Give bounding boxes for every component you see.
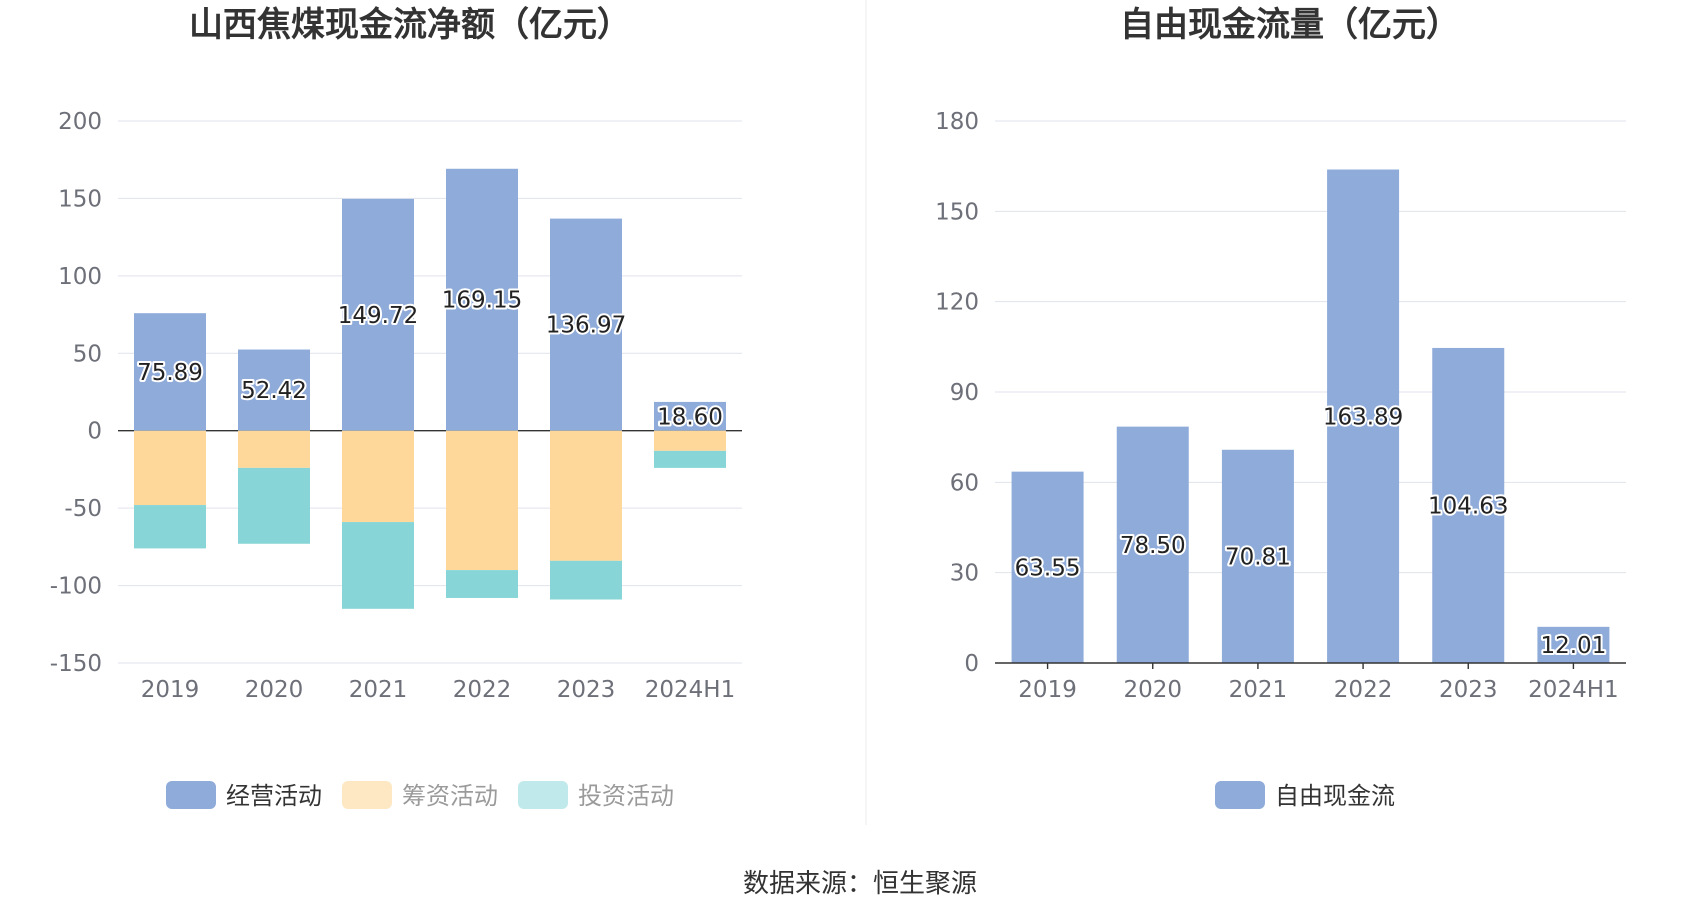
x-tick-label: 2024H1 bbox=[645, 677, 735, 703]
data-label: 70.81 bbox=[1225, 544, 1291, 570]
bar-投资活动-2024H1[interactable] bbox=[654, 450, 726, 468]
legend-swatch[interactable] bbox=[1215, 781, 1265, 809]
bar-自由现金流-2022[interactable] bbox=[1327, 169, 1400, 663]
data-source: 数据来源：恒生聚源 bbox=[743, 869, 977, 899]
bar-经营活动-2021[interactable] bbox=[342, 198, 414, 431]
bar-投资活动-2022[interactable] bbox=[446, 570, 518, 598]
legend-label[interactable]: 筹资活动 bbox=[402, 782, 498, 810]
legend-label[interactable]: 经营活动 bbox=[226, 782, 322, 810]
bar-自由现金流-2023[interactable] bbox=[1432, 347, 1505, 663]
bar-自由现金流-2019[interactable] bbox=[1011, 471, 1084, 663]
left-chart: 200 150 100 50 0 -50 -100 -150 2019 2020 2021 2022 2… bbox=[50, 109, 742, 703]
data-label: 149.72 bbox=[338, 303, 418, 329]
data-label: 75.89 bbox=[137, 360, 203, 386]
legend-label[interactable]: 投资活动 bbox=[578, 782, 674, 810]
data-label: 78.50 bbox=[1120, 533, 1186, 559]
y-tick-label: 50 bbox=[73, 341, 102, 367]
x-tick-label: 2021 bbox=[349, 677, 408, 703]
y-tick-label: 150 bbox=[58, 186, 102, 212]
bar-自由现金流-2020[interactable] bbox=[1116, 426, 1189, 663]
bar-筹资活动-2020[interactable] bbox=[238, 430, 310, 468]
bar-自由现金流-2021[interactable] bbox=[1221, 449, 1294, 663]
y-tick-label: -50 bbox=[64, 496, 102, 522]
data-label: 18.60 bbox=[657, 404, 723, 430]
x-tick-label: 2023 bbox=[557, 677, 616, 703]
bar-投资活动-2023[interactable] bbox=[550, 560, 622, 600]
y-tick-label: 180 bbox=[935, 109, 979, 135]
x-tick-label: 2019 bbox=[1018, 677, 1077, 703]
legend-swatch[interactable] bbox=[166, 781, 216, 809]
y-tick-label: 30 bbox=[950, 561, 979, 587]
x-tick-label: 2020 bbox=[245, 677, 304, 703]
y-tick-label: 90 bbox=[950, 380, 979, 406]
legend-swatch[interactable] bbox=[518, 781, 568, 809]
data-label: 63.55 bbox=[1015, 555, 1081, 581]
bar-经营活动-2022[interactable] bbox=[446, 168, 518, 431]
data-label: 136.97 bbox=[546, 313, 626, 339]
left-chart-title: 山西焦煤现金流净额（亿元） bbox=[189, 5, 631, 45]
right-chart: 180 150 120 90 60 30 0 2019 2020 2021 2022 2023 2024… bbox=[935, 109, 1626, 703]
bar-筹资活动-2019[interactable] bbox=[134, 430, 206, 506]
x-tick-label: 2023 bbox=[1439, 677, 1498, 703]
x-tick-label: 2022 bbox=[1334, 677, 1393, 703]
y-tick-label: 120 bbox=[935, 290, 979, 316]
x-tick-label: 2019 bbox=[141, 677, 200, 703]
x-tick-label: 2022 bbox=[453, 677, 512, 703]
data-label: 12.01 bbox=[1540, 633, 1606, 659]
bar-经营活动-2024H1[interactable] bbox=[654, 401, 726, 431]
bar-筹资活动-2022[interactable] bbox=[446, 430, 518, 571]
data-label: 163.89 bbox=[1323, 404, 1403, 430]
y-tick-label: -100 bbox=[50, 574, 102, 600]
y-tick-label: 0 bbox=[87, 419, 102, 445]
bar-自由现金流-2024H1[interactable] bbox=[1537, 626, 1610, 663]
bar-投资活动-2021[interactable] bbox=[342, 522, 414, 609]
bar-经营活动-2019[interactable] bbox=[134, 313, 206, 431]
bar-投资活动-2019[interactable] bbox=[134, 505, 206, 549]
legend-swatch[interactable] bbox=[342, 781, 392, 809]
data-label: 104.63 bbox=[1428, 493, 1508, 519]
y-tick-label: -150 bbox=[50, 651, 102, 677]
bar-经营活动-2020[interactable] bbox=[238, 349, 310, 431]
data-label: 52.42 bbox=[241, 378, 307, 404]
left-legend: 经营活动 筹资活动 投资活动 bbox=[166, 781, 674, 810]
legend-label[interactable]: 自由现金流 bbox=[1275, 782, 1395, 810]
data-label: 169.15 bbox=[442, 288, 522, 314]
x-tick-label: 2020 bbox=[1123, 677, 1182, 703]
bar-筹资活动-2024H1[interactable] bbox=[654, 430, 726, 451]
right-chart-title: 自由现金流量（亿元） bbox=[1120, 5, 1460, 45]
x-tick-label: 2024H1 bbox=[1528, 677, 1618, 703]
bar-筹资活动-2021[interactable] bbox=[342, 430, 414, 523]
x-tick-label: 2021 bbox=[1229, 677, 1288, 703]
y-tick-label: 0 bbox=[964, 651, 979, 677]
bar-经营活动-2023[interactable] bbox=[550, 218, 622, 431]
bar-投资活动-2020[interactable] bbox=[238, 467, 310, 544]
y-tick-label: 200 bbox=[58, 109, 102, 135]
y-tick-label: 150 bbox=[935, 199, 979, 225]
right-legend: 自由现金流 bbox=[1215, 781, 1395, 810]
y-tick-label: 100 bbox=[58, 264, 102, 290]
bar-筹资活动-2023[interactable] bbox=[550, 430, 622, 561]
y-tick-label: 60 bbox=[950, 470, 979, 496]
